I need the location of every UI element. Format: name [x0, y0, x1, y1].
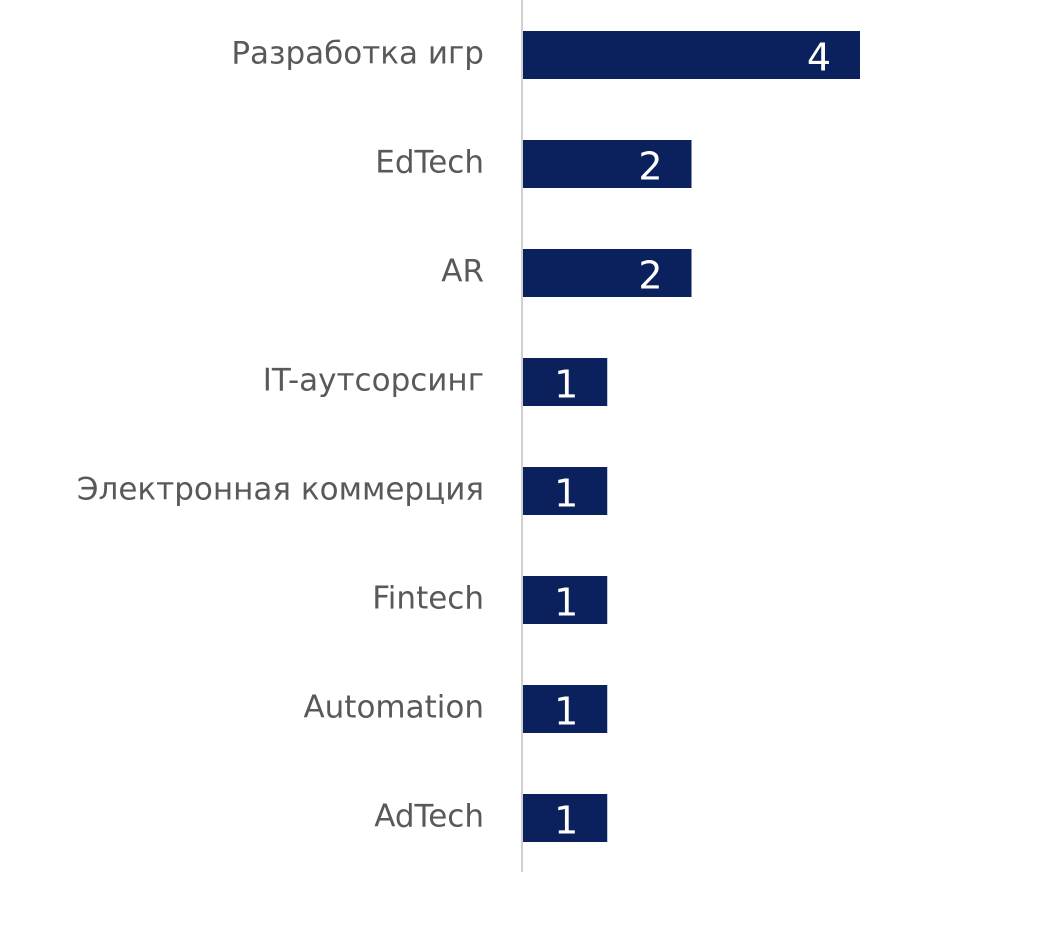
bar	[523, 794, 608, 842]
bar	[523, 358, 608, 406]
value-label: 2	[638, 145, 662, 189]
category-label: IT-аутсорсинг	[263, 363, 484, 399]
category-label: EdTech	[375, 145, 484, 181]
value-label: 4	[807, 36, 831, 80]
bar	[523, 576, 608, 624]
bar	[523, 140, 692, 188]
value-label: 1	[554, 581, 578, 625]
value-label: 2	[638, 254, 662, 298]
category-label: Электронная коммерция	[77, 472, 484, 508]
value-label: 1	[554, 472, 578, 516]
bar	[523, 685, 608, 733]
bar	[523, 31, 860, 79]
value-label: 1	[554, 690, 578, 734]
value-label: 1	[554, 363, 578, 407]
bar	[523, 467, 608, 515]
value-label: 1	[554, 799, 578, 843]
category-label: Fintech	[372, 581, 484, 617]
bar	[523, 249, 692, 297]
category-label: Разработка игр	[231, 36, 484, 72]
category-label: AR	[441, 254, 484, 290]
category-label: Automation	[303, 690, 484, 726]
category-label: AdTech	[374, 799, 484, 835]
